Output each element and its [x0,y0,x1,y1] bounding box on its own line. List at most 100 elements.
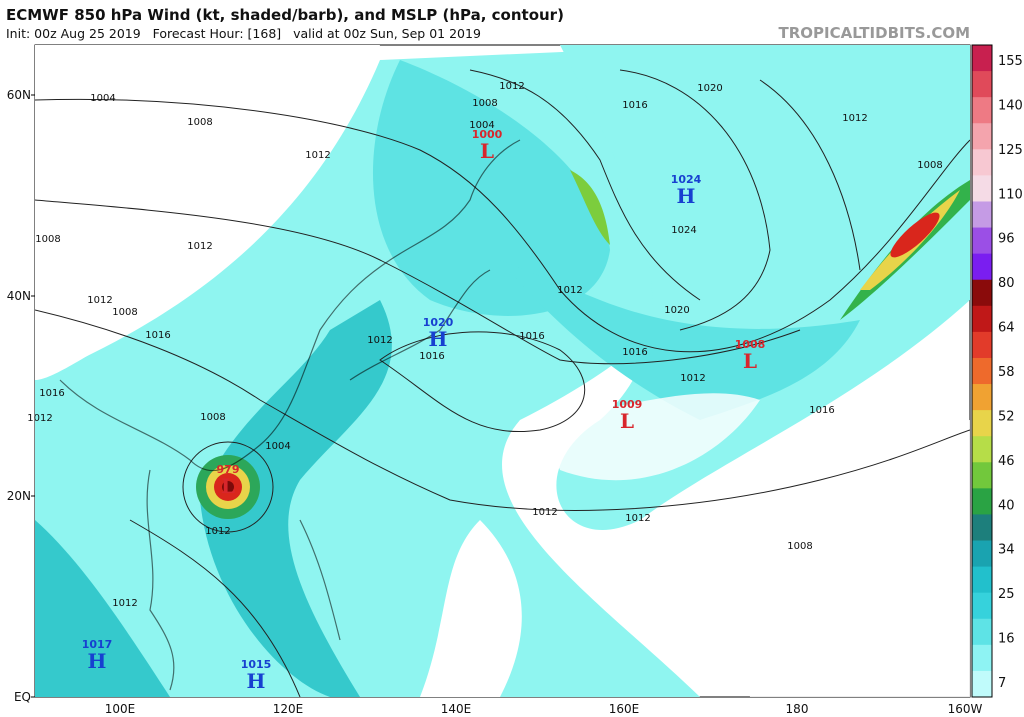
system-letter: L [480,139,494,163]
contour-label: 1024 [671,225,696,236]
coastlines [59,139,521,691]
colorbar-swatch [972,384,992,411]
colorbar-label: 46 [998,454,1015,469]
colorbar-label: 125 [998,143,1023,158]
colorbar-swatch [972,566,992,594]
system-value: 979 [217,463,240,476]
title: ECMWF 850 hPa Wind (kt, shaded/barb), an… [6,6,564,24]
contour-label: 1012 [27,413,52,424]
subtitle: Init: 00z Aug 25 2019 Forecast Hour: [16… [6,26,481,41]
contour-label: 1012 [367,335,392,346]
colorbar-frame [971,44,993,698]
system-value: 1020 [423,316,454,329]
lat-label: 20N [7,489,31,503]
brand: TROPICALTIDBITS.COM [779,24,971,42]
contour-label: 1012 [680,373,705,384]
colorbar-swatch [972,462,992,489]
contour-label: 1016 [145,330,170,341]
system-letter: L [743,349,757,373]
system-value: 1009 [612,398,643,411]
lon-label: 120E [273,702,304,716]
colorbar-label: 52 [998,409,1015,424]
contour-label: 1012 [532,507,557,518]
colorbar-swatch [972,227,992,255]
contour-label: 1012 [625,513,650,524]
lat-label: EQ [14,690,31,704]
contour-label: 1008 [112,307,137,318]
contour-label: 1020 [697,83,722,94]
map-area [34,44,971,698]
lon-label: 180 [786,702,809,716]
colorbar-swatch [972,149,992,176]
colorbar-swatch [972,540,992,568]
colorbar-label: 96 [998,232,1015,247]
colorbar-label: 140 [998,98,1023,113]
contour-labels: 1004 100810121016102010121008100410081012… [27,81,942,609]
colorbar-swatch [972,253,992,281]
contour-label: 1012 [499,81,524,92]
colorbar: 155 140 125 110 96 80 64 58 52 46 40 34 25 16 7 [971,44,1023,698]
wind-shading [35,45,970,697]
contour-label: 1020 [664,305,689,316]
contour-label: 1016 [809,405,834,416]
system-letter: H [677,184,696,208]
colorbar-label: 80 [998,276,1015,291]
contour-label: 1004 [265,441,290,452]
colorbar-label: 64 [998,321,1015,336]
lon-label: 160E [609,702,640,716]
system-value: 1024 [671,173,702,186]
isobars [35,69,970,697]
lat-label: 60N [7,88,31,102]
lon-label: 100E [105,702,136,716]
colorbar-swatch [972,331,992,359]
contour-label: 1004 [90,93,115,104]
colorbar-label: 110 [998,187,1023,202]
system-value: 1017 [82,638,113,651]
system-letter: H [88,649,107,673]
colorbar-label: 25 [998,587,1015,602]
colorbar-swatch [972,279,992,307]
contour-label: 1012 [205,526,230,537]
colorbar-label: 40 [998,498,1015,513]
system-letter: H [247,669,266,693]
lon-label: 140E [441,702,472,716]
colorbar-swatch [972,514,992,542]
contour-label: 1016 [519,331,544,342]
system-value: 1015 [241,658,272,671]
colorbar-swatch [972,201,992,229]
contour-label: 1012 [187,241,212,252]
colorbar-swatch [972,592,992,620]
system-letter: L [620,409,634,433]
system-letter: H [429,327,448,351]
contour-label: 1016 [622,100,647,111]
colorbar-label: 34 [998,543,1015,558]
contour-label: 1012 [305,150,330,161]
system-letter: L [221,474,235,498]
lon-label: 160W [948,702,983,716]
colorbar-swatch [972,488,992,515]
contour-label: 1012 [112,598,137,609]
colorbar-swatch [972,644,992,672]
colorbar-swatch [972,123,992,150]
colorbar-swatch [972,305,992,333]
colorbar-swatch [972,175,992,202]
system-value: 1008 [735,338,766,351]
colorbar-swatch [972,97,992,124]
contour-label: 1016 [419,351,444,362]
contour-label: 1008 [200,412,225,423]
contour-label: 1008 [35,234,60,245]
colorbar-label: 7 [998,676,1006,691]
contour-label: 1012 [557,285,582,296]
contour-label: 1016 [39,388,64,399]
system-value: 1000 [472,128,503,141]
contour-label: 1016 [622,347,647,358]
colorbar-label: 16 [998,632,1015,647]
colorbar-swatch [972,71,992,98]
colorbar-swatch [972,618,992,646]
colorbar-swatch [972,436,992,463]
contour-label: 1012 [87,295,112,306]
contour-label: 1008 [472,98,497,109]
